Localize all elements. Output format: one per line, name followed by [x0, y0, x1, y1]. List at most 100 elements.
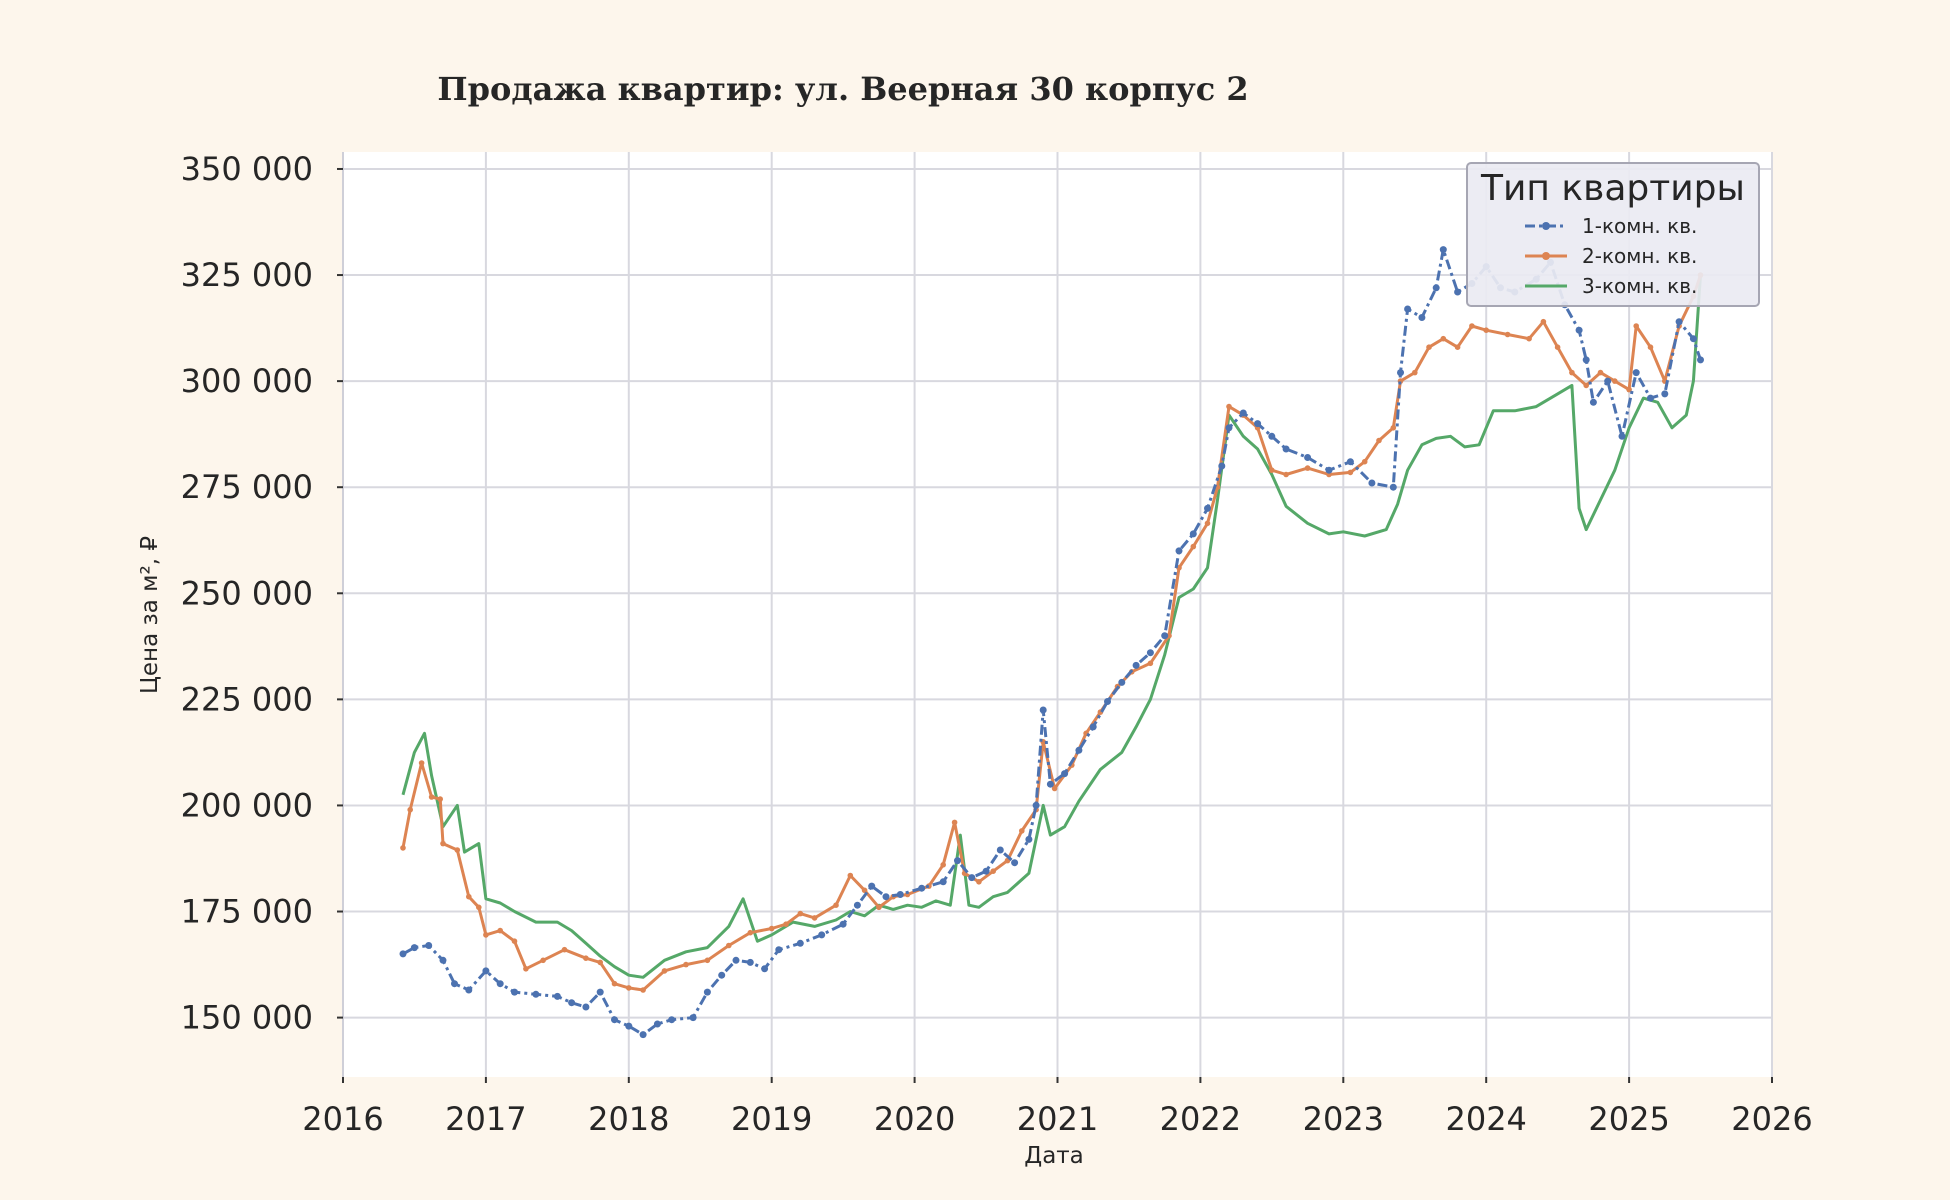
- series-point: [1389, 483, 1397, 491]
- series-point: [954, 857, 961, 865]
- series-point: [1032, 801, 1040, 809]
- x-tick-label: 2017: [445, 1100, 526, 1138]
- series-point: [746, 958, 754, 966]
- series-point: [1432, 284, 1440, 292]
- series-point: [1404, 305, 1412, 313]
- series-point: [451, 980, 458, 988]
- series-point: [1454, 344, 1461, 351]
- series-point: [407, 806, 414, 813]
- series-line: [401, 274, 1702, 979]
- series-point: [611, 1016, 618, 1024]
- series-point: [1025, 835, 1033, 843]
- series-point: [797, 910, 804, 917]
- series-point: [940, 862, 946, 868]
- series-point: [437, 796, 444, 802]
- series-point: [1439, 246, 1447, 254]
- series-point: [918, 884, 926, 892]
- series-point: [982, 867, 990, 875]
- series-point: [1554, 344, 1561, 351]
- series-3: [401, 274, 1702, 979]
- series-point: [1504, 331, 1511, 338]
- legend-marker: [1542, 222, 1550, 230]
- series-point: [811, 915, 818, 921]
- series-point: [1675, 318, 1683, 326]
- x-tick-label: 2016: [302, 1100, 383, 1138]
- series-point: [611, 980, 618, 987]
- series-point: [454, 847, 461, 853]
- series-point: [1239, 409, 1247, 417]
- series-point: [1376, 437, 1382, 444]
- series-point: [775, 946, 783, 954]
- series-point: [818, 931, 826, 939]
- series-point: [466, 893, 472, 900]
- series-point: [583, 955, 589, 961]
- series-point: [783, 921, 789, 927]
- series-point: [428, 794, 435, 800]
- series-point: [425, 942, 433, 949]
- series-point: [976, 879, 982, 885]
- series-point: [990, 868, 996, 874]
- x-axis-label: Дата: [1024, 1143, 1084, 1169]
- legend-item: 1-комн. кв.: [1525, 214, 1697, 238]
- series-point: [440, 840, 446, 847]
- series-point: [1132, 661, 1140, 669]
- series-point: [968, 874, 976, 882]
- series-point: [876, 904, 882, 911]
- series-point: [796, 939, 804, 947]
- series-point: [1190, 543, 1197, 550]
- x-tick-label: 2021: [1017, 1100, 1098, 1138]
- x-tick-label: 2023: [1303, 1100, 1384, 1138]
- series-point: [1604, 377, 1612, 385]
- series-point: [640, 987, 646, 993]
- series-point: [410, 944, 418, 952]
- series-point: [418, 760, 425, 766]
- series-point: [1268, 432, 1276, 440]
- series-point: [561, 946, 568, 953]
- series-point: [1618, 432, 1626, 440]
- series-point: [476, 904, 482, 911]
- series-point: [761, 965, 769, 973]
- series-point: [1454, 288, 1462, 296]
- series-point: [1612, 378, 1618, 384]
- series-point: [1282, 445, 1290, 453]
- series-point: [568, 999, 576, 1007]
- y-tick-label: 275 000: [181, 468, 313, 506]
- series-point: [1104, 698, 1111, 705]
- series-point: [482, 967, 490, 975]
- series-point: [639, 1031, 647, 1039]
- series-point: [861, 887, 868, 894]
- y-axis-ticks: 150 000 175 000 200 000 225 000 250 000 275 0…: [181, 150, 343, 1037]
- series-point: [1039, 706, 1047, 714]
- series-point: [540, 957, 546, 964]
- series-point: [689, 1014, 697, 1022]
- series-point: [496, 980, 504, 988]
- series-point: [1582, 356, 1590, 364]
- series-point: [511, 988, 518, 996]
- series-point: [1254, 420, 1262, 428]
- series-point: [1304, 454, 1312, 461]
- series-point: [1269, 467, 1275, 474]
- legend-label: 3-комн. кв.: [1582, 274, 1697, 298]
- series-point: [1412, 369, 1418, 376]
- series-point: [653, 1020, 661, 1028]
- series-point: [1597, 369, 1604, 376]
- series-point: [951, 819, 958, 826]
- series-point: [1661, 390, 1669, 398]
- y-tick-label: 300 000: [181, 362, 313, 400]
- series-point: [1361, 458, 1368, 465]
- series-point: [532, 990, 540, 998]
- series-point: [1526, 335, 1532, 342]
- legend-label: 1-комн. кв.: [1582, 214, 1697, 238]
- series-point: [661, 968, 668, 974]
- series-point: [1483, 327, 1489, 334]
- series-point: [582, 1003, 590, 1011]
- series-point: [732, 956, 740, 964]
- series-point: [1189, 530, 1197, 538]
- series-point: [626, 985, 632, 991]
- series-point: [1218, 462, 1226, 470]
- series-point: [465, 986, 473, 994]
- y-tick-label: 325 000: [181, 256, 313, 294]
- series-point: [553, 992, 561, 1000]
- series-point: [839, 920, 847, 928]
